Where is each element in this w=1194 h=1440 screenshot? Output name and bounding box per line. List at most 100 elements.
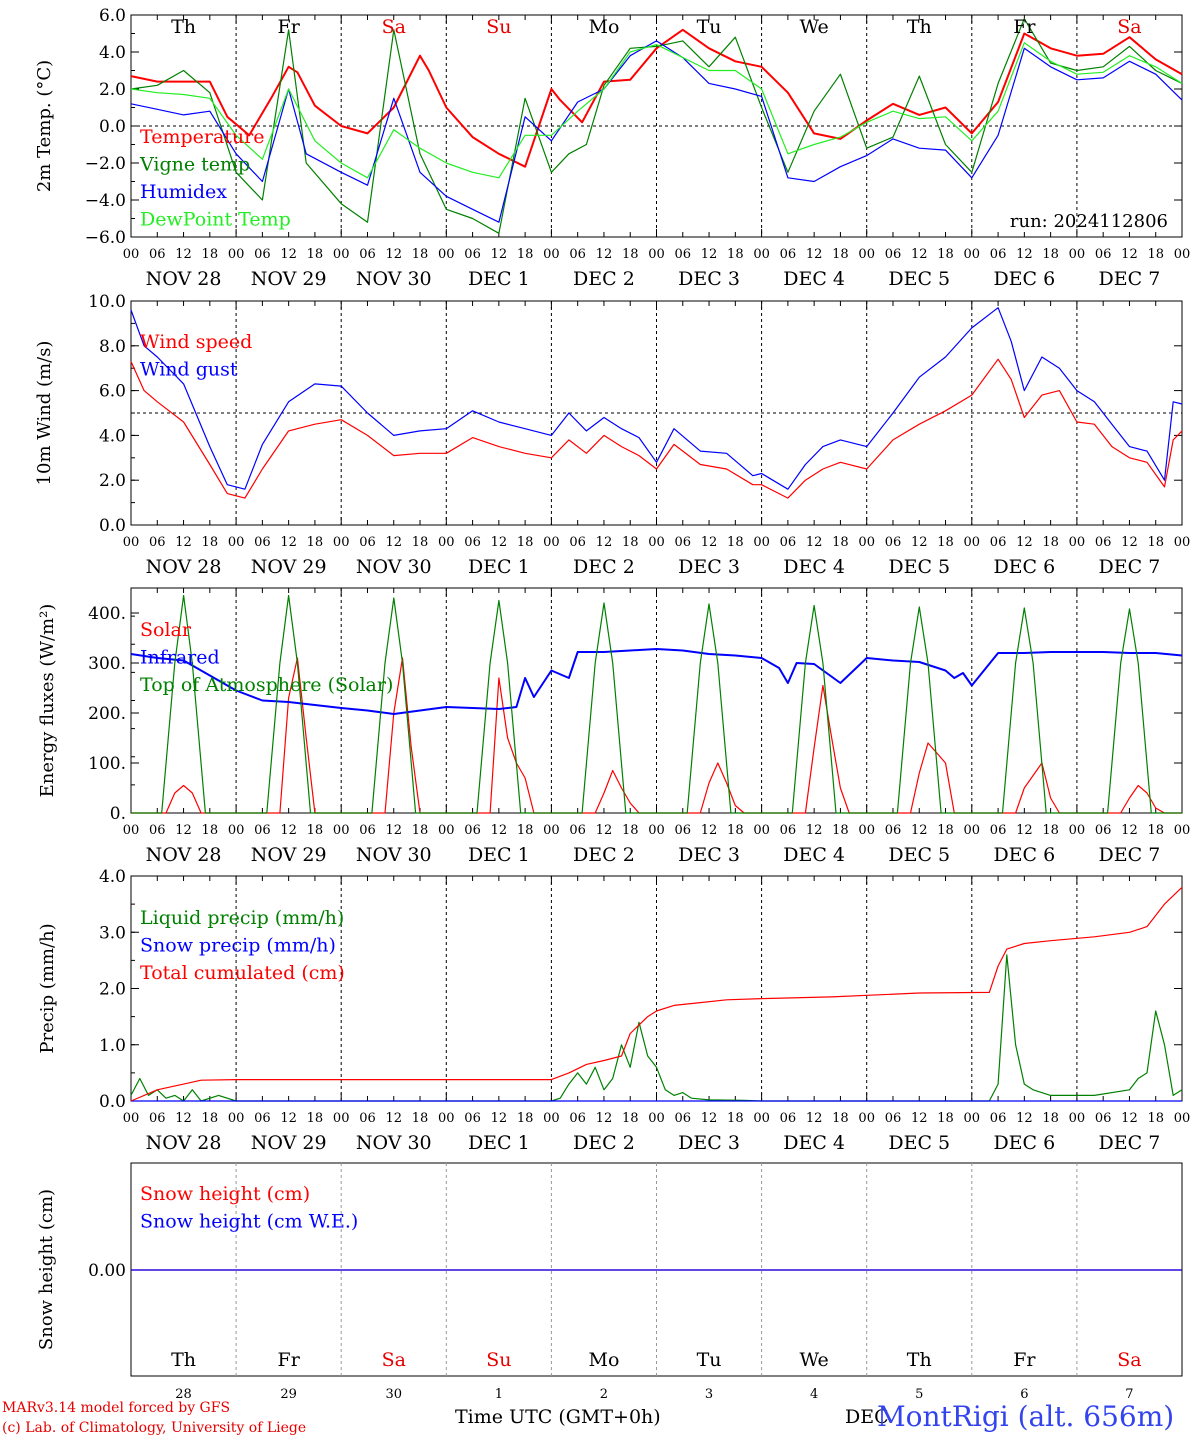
precip-hour-label: 12 <box>806 1111 823 1126</box>
flux-day-label: NOV 29 <box>251 844 327 866</box>
weekday-top: Sa <box>382 16 406 38</box>
wind-hour-label: 12 <box>1121 535 1138 550</box>
temp-hour-label: 00 <box>228 247 245 262</box>
temp-hour-label: 12 <box>701 247 718 262</box>
snow-legend-0: Snow height (cm) <box>140 1183 310 1205</box>
flux-series-2 <box>131 594 1182 814</box>
month-label: DEC <box>845 1406 889 1428</box>
wind-hour-label: 18 <box>832 535 849 550</box>
flux-hour-label: 00 <box>858 823 875 838</box>
wind-hour-label: 12 <box>911 535 928 550</box>
wind-hour-label: 18 <box>517 535 534 550</box>
temp-hour-label: 00 <box>1069 247 1086 262</box>
wind-day-label: NOV 30 <box>356 556 432 578</box>
wind-hour-label: 06 <box>149 535 166 550</box>
temp-ytick-label: 4.0 <box>99 43 126 63</box>
precip-day-label: NOV 29 <box>251 1132 327 1154</box>
bottom-day-number: 28 <box>175 1387 192 1402</box>
flux-hour-label: 00 <box>438 823 455 838</box>
weekday-top: Th <box>907 16 932 38</box>
precip-hour-label: 06 <box>359 1111 376 1126</box>
wind-hour-label: 12 <box>385 535 402 550</box>
wind-hour-label: 06 <box>780 535 797 550</box>
precip-hour-label: 00 <box>333 1111 350 1126</box>
wind-hour-label: 06 <box>464 535 481 550</box>
temp-hour-label: 18 <box>832 247 849 262</box>
wind-hour-label: 12 <box>491 535 508 550</box>
temp-hour-label: 00 <box>964 247 981 262</box>
precip-series-0 <box>130 954 1183 1102</box>
flux-hour-label: 12 <box>596 823 613 838</box>
flux-hour-label: 06 <box>569 823 586 838</box>
flux-hour-label: 12 <box>701 823 718 838</box>
temp-hour-label: 18 <box>517 247 534 262</box>
precip-hour-label: 12 <box>280 1111 297 1126</box>
flux-hour-label: 00 <box>543 823 560 838</box>
temp-series-2 <box>130 40 1183 223</box>
temp-hour-label: 00 <box>123 247 140 262</box>
precip-hour-label: 00 <box>964 1111 981 1126</box>
temp-hour-label: 12 <box>596 247 613 262</box>
temp-hour-label: 18 <box>1147 247 1164 262</box>
temp-hour-label: 18 <box>412 247 429 262</box>
flux-hour-label: 06 <box>885 823 902 838</box>
weekday-top: Fr <box>1013 16 1036 38</box>
weekday-bottom: Fr <box>1013 1349 1036 1371</box>
wind-day-label: NOV 28 <box>146 556 222 578</box>
flux-hour-label: 18 <box>517 823 534 838</box>
precip-hour-label: 12 <box>385 1111 402 1126</box>
temp-hour-label: 06 <box>359 247 376 262</box>
weekday-bottom: Th <box>171 1349 196 1371</box>
weekday-bottom: Tu <box>697 1349 722 1371</box>
temp-hour-label: 06 <box>780 247 797 262</box>
flux-hour-label: 00 <box>753 823 770 838</box>
temp-hour-label: 06 <box>254 247 271 262</box>
precip-hour-label: 00 <box>648 1111 665 1126</box>
flux-series-1 <box>130 648 1183 715</box>
precip-hour-label: 18 <box>832 1111 849 1126</box>
flux-hour-label: 00 <box>123 823 140 838</box>
precip-hour-label: 00 <box>123 1111 140 1126</box>
wind-ytick-label: 2.0 <box>99 471 126 491</box>
wind-series-0 <box>130 358 1183 499</box>
temp-hour-label: 00 <box>648 247 665 262</box>
flux-hour-label: 18 <box>1147 823 1164 838</box>
precip-ytick-label: 0.0 <box>99 1092 126 1112</box>
wind-day-label: DEC 2 <box>573 556 635 578</box>
wind-hour-label: 18 <box>202 535 219 550</box>
temp-hour-label: 18 <box>937 247 954 262</box>
wind-hour-label: 12 <box>1016 535 1033 550</box>
temp-hour-label: 06 <box>885 247 902 262</box>
precip-hour-label: 00 <box>858 1111 875 1126</box>
precip-hour-label: 06 <box>675 1111 692 1126</box>
precip-hour-label: 00 <box>1069 1111 1086 1126</box>
weekday-top: Sa <box>1117 16 1141 38</box>
bottom-day-number: 2 <box>600 1387 608 1402</box>
precip-series-2 <box>130 886 1183 1102</box>
flux-day-label: DEC 6 <box>993 844 1055 866</box>
precip-hour-label: 00 <box>1174 1111 1191 1126</box>
temp-ylabel: 2m Temp. (°C) <box>34 60 55 192</box>
precip-day-label: DEC 7 <box>1099 1132 1161 1154</box>
flux-day-label: NOV 28 <box>146 844 222 866</box>
flux-hour-label: 18 <box>937 823 954 838</box>
flux-hour-label: 06 <box>780 823 797 838</box>
wind-hour-label: 12 <box>175 535 192 550</box>
weekday-top: Fr <box>278 16 301 38</box>
precip-hour-label: 12 <box>701 1111 718 1126</box>
flux-day-label: NOV 30 <box>356 844 432 866</box>
wind-hour-label: 06 <box>675 535 692 550</box>
precip-hour-label: 06 <box>990 1111 1007 1126</box>
flux-hour-label: 06 <box>149 823 166 838</box>
precip-hour-label: 06 <box>1095 1111 1112 1126</box>
precip-day-label: NOV 28 <box>146 1132 222 1154</box>
temp-ytick-label: 2.0 <box>99 80 126 100</box>
flux-day-label: DEC 7 <box>1099 844 1161 866</box>
flux-hour-label: 12 <box>806 823 823 838</box>
wind-day-label: DEC 1 <box>468 556 530 578</box>
temp-hour-label: 00 <box>438 247 455 262</box>
temp-hour-label: 06 <box>675 247 692 262</box>
wind-hour-label: 00 <box>228 535 245 550</box>
precip-hour-label: 12 <box>911 1111 928 1126</box>
